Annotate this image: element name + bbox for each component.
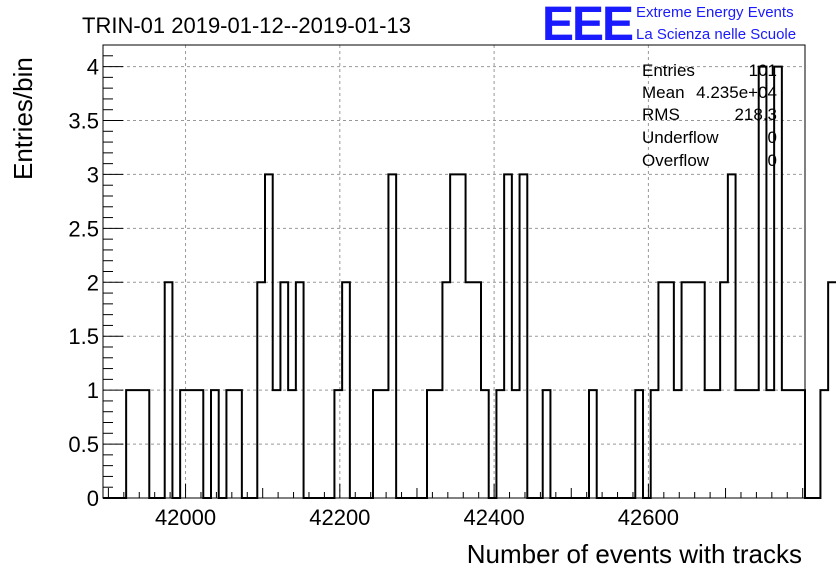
y-tick-label: 4 — [87, 55, 99, 80]
y-tick-label: 1 — [87, 378, 99, 403]
y-tick-label: 1.5 — [68, 324, 99, 349]
stat-rms-label: RMS — [642, 105, 680, 124]
stat-overflow-label: Overflow — [642, 151, 710, 170]
stat-overflow-value: 0 — [768, 151, 777, 170]
chart-title: TRIN-01 2019-01-12--2019-01-13 — [82, 13, 411, 38]
stat-entries-label: Entries — [642, 61, 695, 80]
eee-logo-mark: EEE — [542, 0, 633, 51]
y-tick-label: 3.5 — [68, 109, 99, 134]
x-tick-label: 42000 — [155, 505, 216, 530]
y-tick-label: 0 — [87, 486, 99, 511]
y-tick-label: 3 — [87, 162, 99, 187]
x-axis-label: Number of events with tracks — [467, 539, 802, 569]
x-tick-label: 42200 — [309, 505, 370, 530]
x-tick-label: 42400 — [464, 505, 525, 530]
stat-mean-label: Mean — [642, 83, 685, 102]
grid — [103, 45, 805, 498]
logo-line-2: La Scienza nelle Scuole — [636, 26, 796, 43]
stat-mean-value: 4.235e+04 — [696, 83, 777, 102]
y-tick-label: 2 — [87, 270, 99, 295]
y-axis-label: Entries/bin — [8, 57, 38, 180]
y-tick-label: 0.5 — [68, 432, 99, 457]
stat-underflow-value: 0 — [768, 128, 777, 147]
logo: EEE Extreme Energy Events La Scienza nel… — [542, 0, 796, 51]
plot-frame — [102, 44, 806, 499]
stats-box: Entries 101 Mean 4.235e+04 RMS 218.3 Und… — [642, 61, 777, 170]
stat-rms-value: 218.3 — [734, 105, 777, 124]
axes: 42000 42200 42400 42600 0 0.5 1 1.5 2 2.5 3 3.5 4 — [68, 55, 804, 530]
y-tick-label: 2.5 — [68, 216, 99, 241]
stat-underflow-label: Underflow — [642, 128, 719, 147]
x-tick-label: 42600 — [618, 505, 679, 530]
stat-entries-value: 101 — [749, 61, 777, 80]
logo-line-1: Extreme Energy Events — [636, 4, 794, 21]
